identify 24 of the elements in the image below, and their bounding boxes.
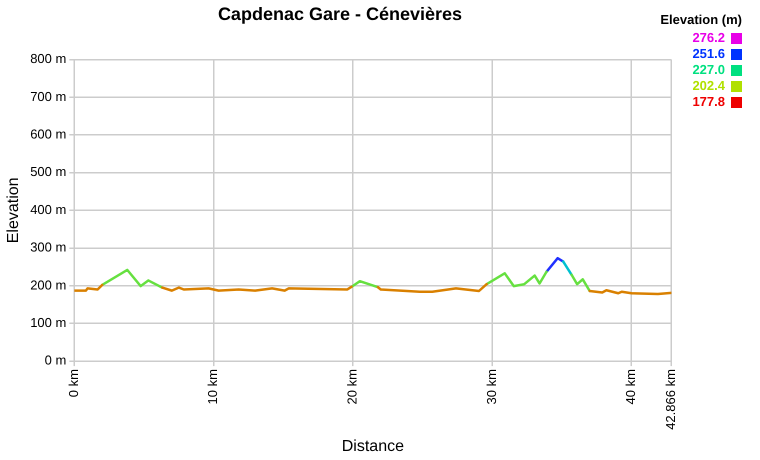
y-axis-title: Elevation bbox=[5, 177, 22, 244]
x-tick-label: 0 km bbox=[66, 369, 81, 398]
text: 177.8 bbox=[692, 94, 725, 110]
x-tick-label: 20 km bbox=[344, 369, 360, 405]
chart-title: Capdenac Gare - Cénevières bbox=[218, 4, 462, 24]
text: 202.4 bbox=[692, 78, 725, 94]
y-tick-label: 200 m bbox=[30, 277, 66, 292]
y-tick-label: 500 m bbox=[30, 164, 66, 180]
y-tick-label: 800 m bbox=[30, 51, 66, 66]
y-tick-label: 600 m bbox=[30, 126, 66, 142]
y-tick-label: 700 m bbox=[30, 88, 66, 104]
x-tick-label: 10 km bbox=[205, 369, 220, 405]
text: 227.0 bbox=[692, 62, 725, 78]
text: 276.2 bbox=[692, 30, 725, 46]
y-tick-label: 0 m bbox=[44, 352, 66, 368]
text: 251.6 bbox=[692, 46, 725, 62]
color-bar-title: Elevation (m) bbox=[660, 12, 742, 28]
y-tick-label: 100 m bbox=[30, 314, 66, 330]
x-axis-title: Distance bbox=[342, 438, 404, 455]
x-tick-label: 42.866 km bbox=[662, 369, 678, 430]
x-tick-label: 30 km bbox=[484, 369, 499, 405]
y-tick-label: 300 m bbox=[30, 240, 66, 255]
y-tick-label: 400 m bbox=[30, 202, 66, 217]
x-tick-label: 40 km bbox=[623, 369, 638, 405]
